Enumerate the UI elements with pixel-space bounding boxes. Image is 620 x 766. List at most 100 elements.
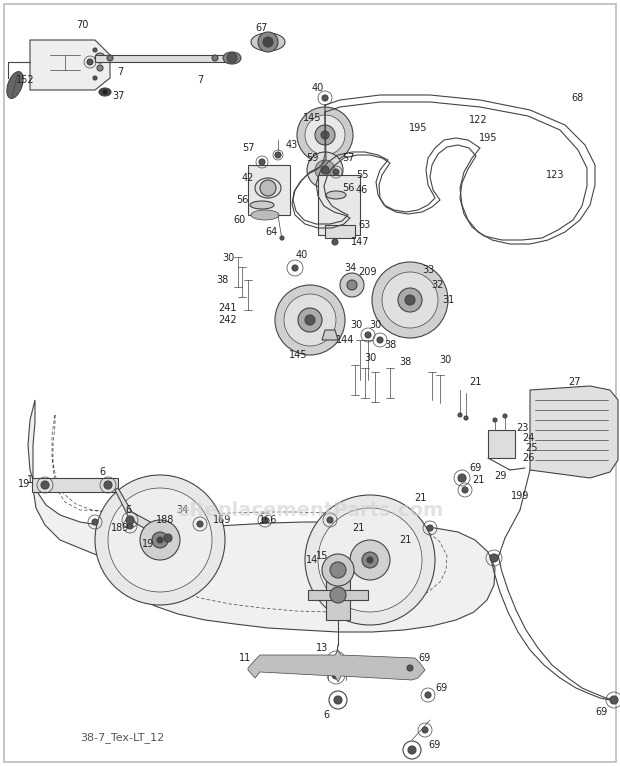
Circle shape bbox=[212, 55, 218, 61]
Text: 241: 241 bbox=[219, 303, 237, 313]
Text: 40: 40 bbox=[296, 250, 308, 260]
Text: 60: 60 bbox=[234, 215, 246, 225]
Circle shape bbox=[425, 692, 431, 698]
Circle shape bbox=[126, 516, 134, 524]
Text: 30: 30 bbox=[439, 355, 451, 365]
Circle shape bbox=[382, 272, 438, 328]
Text: 63: 63 bbox=[359, 220, 371, 230]
Text: 195: 195 bbox=[479, 133, 497, 143]
Text: 1: 1 bbox=[27, 475, 33, 485]
Text: 67: 67 bbox=[256, 23, 268, 33]
Circle shape bbox=[140, 520, 180, 560]
Text: 69: 69 bbox=[429, 740, 441, 750]
Circle shape bbox=[275, 285, 345, 355]
Circle shape bbox=[318, 508, 422, 612]
Text: 199: 199 bbox=[511, 491, 529, 501]
Text: 14: 14 bbox=[306, 555, 318, 565]
Circle shape bbox=[127, 523, 133, 529]
Text: 30: 30 bbox=[364, 353, 376, 363]
Circle shape bbox=[292, 265, 298, 271]
Text: 6: 6 bbox=[323, 710, 329, 720]
Circle shape bbox=[490, 554, 498, 562]
Circle shape bbox=[365, 332, 371, 338]
Text: 70: 70 bbox=[76, 20, 88, 30]
Text: 209: 209 bbox=[359, 267, 377, 277]
Polygon shape bbox=[318, 175, 360, 235]
Polygon shape bbox=[32, 478, 118, 492]
Text: 29: 29 bbox=[494, 471, 506, 481]
Circle shape bbox=[97, 65, 103, 71]
Text: 56: 56 bbox=[342, 183, 354, 193]
Text: 69: 69 bbox=[436, 683, 448, 693]
Text: 30: 30 bbox=[369, 320, 381, 330]
Text: 23: 23 bbox=[516, 423, 528, 433]
Text: eReplacementParts.com: eReplacementParts.com bbox=[176, 500, 444, 519]
Text: 59: 59 bbox=[306, 153, 318, 163]
Circle shape bbox=[305, 315, 315, 325]
Text: 25: 25 bbox=[526, 443, 538, 453]
Circle shape bbox=[340, 273, 364, 297]
Text: 169: 169 bbox=[213, 515, 231, 525]
Polygon shape bbox=[326, 570, 350, 620]
Text: 122: 122 bbox=[469, 115, 487, 125]
Text: 7: 7 bbox=[197, 75, 203, 85]
Circle shape bbox=[321, 166, 329, 174]
Text: 37: 37 bbox=[112, 91, 124, 101]
Text: 40: 40 bbox=[312, 83, 324, 93]
Text: 144: 144 bbox=[336, 335, 354, 345]
Text: 6: 6 bbox=[99, 467, 105, 477]
Text: 46: 46 bbox=[356, 185, 368, 195]
Polygon shape bbox=[248, 650, 425, 682]
Text: 166: 166 bbox=[259, 515, 277, 525]
Circle shape bbox=[315, 125, 335, 145]
Text: 123: 123 bbox=[546, 170, 564, 180]
Circle shape bbox=[422, 727, 428, 733]
Text: 13: 13 bbox=[316, 643, 328, 653]
Text: 43: 43 bbox=[286, 140, 298, 150]
Ellipse shape bbox=[326, 191, 346, 199]
Text: 189: 189 bbox=[111, 523, 129, 533]
Text: 68: 68 bbox=[572, 93, 584, 103]
Circle shape bbox=[107, 55, 113, 61]
Circle shape bbox=[197, 521, 203, 527]
Circle shape bbox=[108, 488, 212, 592]
Circle shape bbox=[332, 671, 340, 679]
Circle shape bbox=[427, 525, 433, 531]
Polygon shape bbox=[115, 488, 178, 540]
Circle shape bbox=[322, 95, 328, 101]
Circle shape bbox=[284, 294, 336, 346]
Text: 21: 21 bbox=[472, 475, 484, 485]
Text: 19: 19 bbox=[142, 539, 154, 549]
Text: 7: 7 bbox=[117, 67, 123, 77]
Circle shape bbox=[95, 53, 105, 63]
Circle shape bbox=[407, 665, 413, 671]
Circle shape bbox=[41, 481, 49, 489]
Text: 34: 34 bbox=[344, 263, 356, 273]
Circle shape bbox=[503, 414, 507, 418]
Circle shape bbox=[330, 587, 346, 603]
Circle shape bbox=[298, 308, 322, 332]
Text: 26: 26 bbox=[522, 453, 534, 463]
Text: 21: 21 bbox=[414, 493, 426, 503]
Text: 27: 27 bbox=[569, 377, 581, 387]
Circle shape bbox=[93, 48, 97, 52]
Circle shape bbox=[92, 519, 98, 525]
Circle shape bbox=[275, 152, 281, 158]
Ellipse shape bbox=[99, 88, 111, 96]
Circle shape bbox=[372, 262, 448, 338]
Text: 15: 15 bbox=[316, 551, 328, 561]
Circle shape bbox=[259, 159, 265, 165]
Text: 33: 33 bbox=[422, 265, 434, 275]
Circle shape bbox=[305, 115, 345, 155]
Circle shape bbox=[152, 532, 168, 548]
Circle shape bbox=[458, 474, 466, 482]
Polygon shape bbox=[28, 400, 495, 632]
Text: 30: 30 bbox=[222, 253, 234, 263]
Circle shape bbox=[258, 32, 278, 52]
Text: 64: 64 bbox=[266, 227, 278, 237]
Ellipse shape bbox=[255, 178, 281, 198]
Text: 242: 242 bbox=[219, 315, 237, 325]
Text: 56: 56 bbox=[236, 195, 248, 205]
Circle shape bbox=[321, 131, 329, 139]
Circle shape bbox=[367, 557, 373, 563]
